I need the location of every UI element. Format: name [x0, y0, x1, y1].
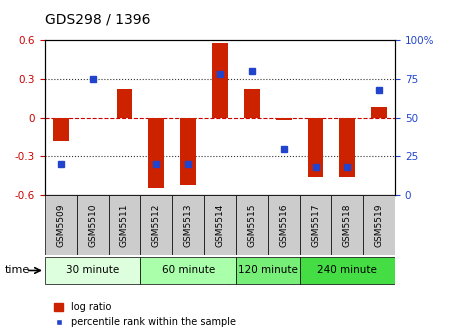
- FancyBboxPatch shape: [236, 257, 299, 284]
- FancyBboxPatch shape: [141, 195, 172, 255]
- Text: GSM5511: GSM5511: [120, 203, 129, 247]
- FancyBboxPatch shape: [299, 195, 331, 255]
- FancyBboxPatch shape: [236, 195, 268, 255]
- Bar: [371, 107, 387, 118]
- FancyBboxPatch shape: [268, 195, 299, 255]
- FancyBboxPatch shape: [204, 195, 236, 255]
- Text: GSM5509: GSM5509: [56, 203, 65, 247]
- Bar: [212, 43, 228, 118]
- Bar: [308, 118, 323, 177]
- Bar: [339, 118, 355, 177]
- FancyBboxPatch shape: [172, 195, 204, 255]
- Bar: [244, 89, 260, 118]
- FancyBboxPatch shape: [45, 257, 141, 284]
- Legend: log ratio, percentile rank within the sample: log ratio, percentile rank within the sa…: [50, 298, 240, 331]
- Bar: [117, 89, 132, 118]
- Text: GSM5519: GSM5519: [375, 203, 384, 247]
- Text: GSM5517: GSM5517: [311, 203, 320, 247]
- Bar: [148, 118, 164, 188]
- FancyBboxPatch shape: [77, 195, 109, 255]
- FancyBboxPatch shape: [299, 257, 395, 284]
- Text: GSM5512: GSM5512: [152, 203, 161, 247]
- FancyBboxPatch shape: [109, 195, 141, 255]
- Text: GSM5514: GSM5514: [216, 203, 224, 247]
- Bar: [53, 118, 69, 141]
- Text: GSM5518: GSM5518: [343, 203, 352, 247]
- Text: 30 minute: 30 minute: [66, 265, 119, 276]
- Text: GSM5516: GSM5516: [279, 203, 288, 247]
- Text: time: time: [4, 265, 30, 276]
- FancyBboxPatch shape: [45, 195, 77, 255]
- Bar: [276, 118, 292, 120]
- Text: 240 minute: 240 minute: [317, 265, 377, 276]
- Bar: [180, 118, 196, 184]
- Text: GDS298 / 1396: GDS298 / 1396: [45, 13, 150, 27]
- FancyBboxPatch shape: [331, 195, 363, 255]
- Text: GSM5513: GSM5513: [184, 203, 193, 247]
- Text: 60 minute: 60 minute: [162, 265, 215, 276]
- FancyBboxPatch shape: [363, 195, 395, 255]
- Text: 120 minute: 120 minute: [238, 265, 298, 276]
- FancyBboxPatch shape: [141, 257, 236, 284]
- Text: GSM5515: GSM5515: [247, 203, 256, 247]
- Text: GSM5510: GSM5510: [88, 203, 97, 247]
